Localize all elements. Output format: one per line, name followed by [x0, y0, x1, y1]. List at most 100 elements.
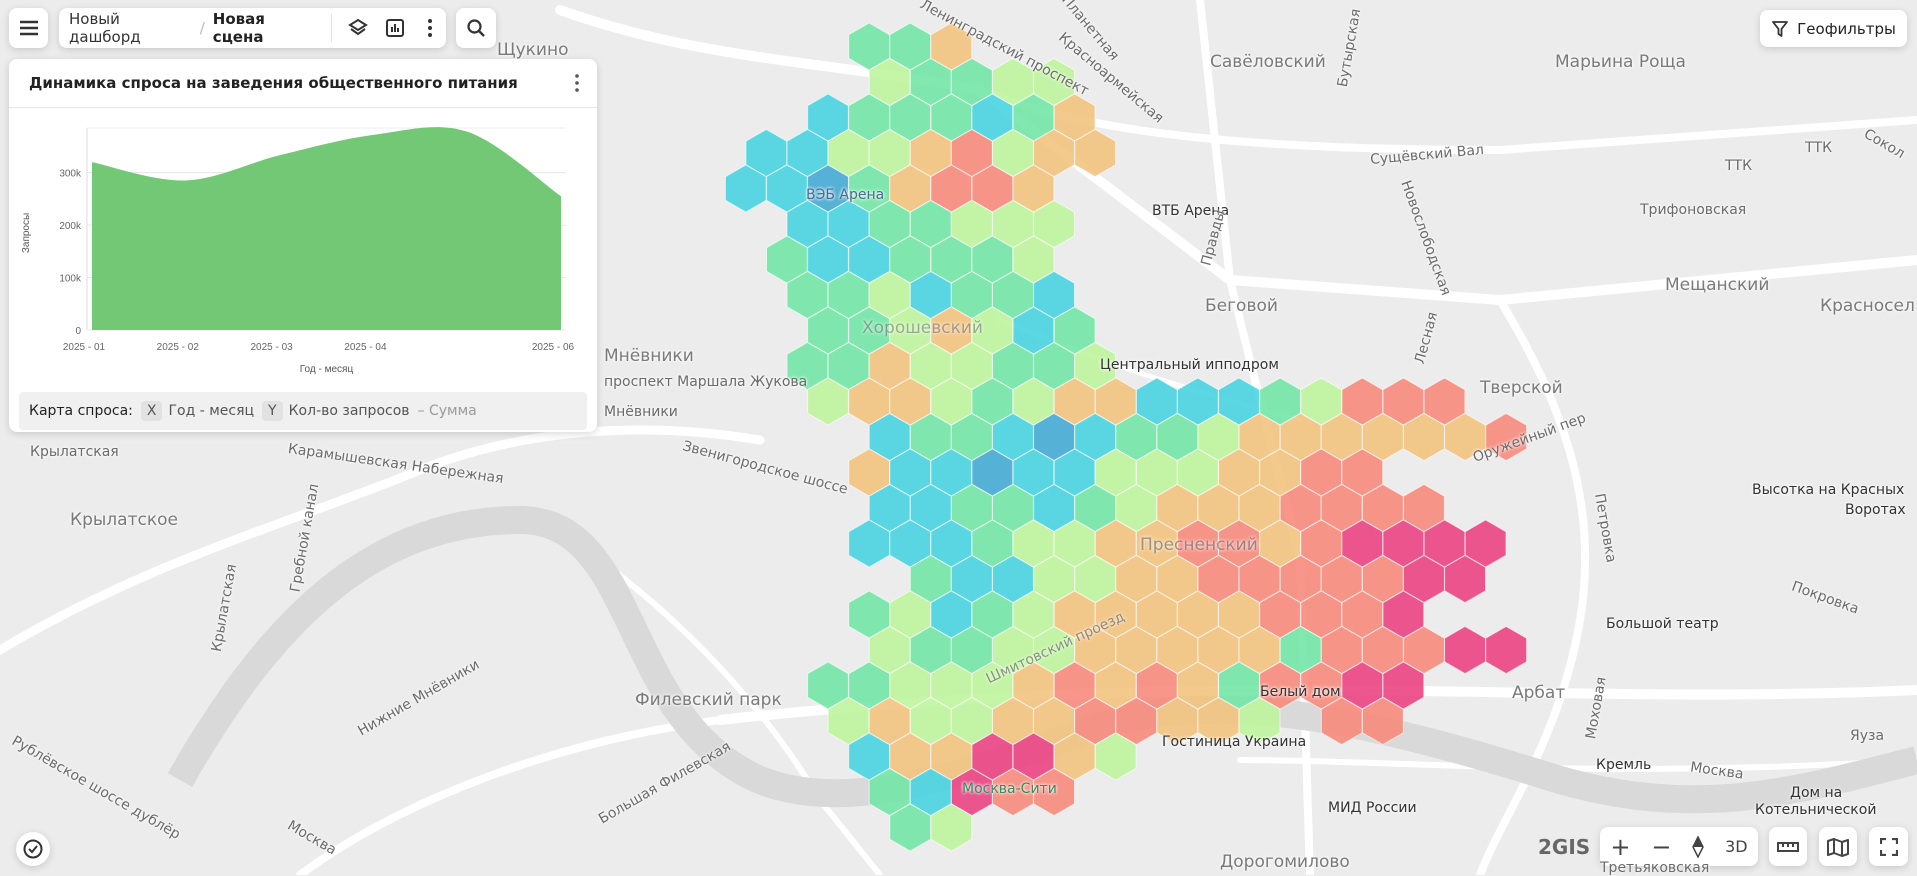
panel-title: Динамика спроса на заведения общественно… [29, 74, 518, 92]
x-tick-label: 2025 - 03 [250, 342, 293, 353]
area-series[interactable] [92, 127, 561, 330]
map-label: Белый дом [1260, 684, 1341, 700]
map-label: ТТК [1725, 158, 1753, 174]
y-tick-label: 100k [59, 274, 82, 285]
demand-hex[interactable] [1074, 128, 1117, 178]
compass-icon [1692, 835, 1705, 858]
x-axis-chip: X [140, 401, 163, 421]
x-axis-label: Год - месяц [300, 364, 354, 375]
y-axis-label: Запросы [21, 213, 32, 253]
area-chart: 0 100k 200k 300k 2025 - 01 2025 - 02 2025 - 03… [21, 127, 575, 375]
map-label: Гостиница Украина [1162, 734, 1307, 750]
geofilters-button[interactable]: Геофильтры [1760, 10, 1907, 47]
demand-hex[interactable] [1033, 767, 1075, 817]
demand-hex[interactable] [1361, 696, 1404, 746]
zoom-out-button[interactable]: − [1651, 832, 1672, 861]
compass-button[interactable] [1692, 835, 1705, 858]
y-axis-chip: Y [262, 401, 283, 421]
divider [330, 14, 332, 42]
y-axis-field: Кол-во запросов [288, 403, 410, 419]
breadcrumb-separator: / [199, 19, 205, 37]
map-label: Москва-Сити [962, 781, 1057, 797]
layers-button[interactable] [340, 10, 377, 46]
map-label: Филевский парк [635, 690, 782, 710]
demand-hex[interactable] [1485, 412, 1528, 462]
map-label: Мещанский [1665, 275, 1770, 295]
map-label: Тверской [1480, 378, 1563, 398]
map-label: Крылатская [30, 444, 119, 460]
map-label: ТТК [1805, 140, 1833, 156]
demand-hex[interactable] [1444, 554, 1486, 604]
more-vertical-icon [427, 19, 432, 37]
map-label: Центральный ипподром [1100, 357, 1279, 373]
x-tick-label: 2025 - 04 [344, 342, 387, 353]
layer-label: Карта спроса: [29, 403, 133, 419]
map-label: Котельнической [1755, 802, 1877, 818]
search-icon [467, 19, 485, 37]
demand-hex-layer[interactable] [724, 22, 1528, 852]
search-button[interactable] [456, 8, 496, 48]
y-tick-label: 0 [75, 326, 81, 337]
3d-toggle-button[interactable]: 3D [1725, 837, 1748, 856]
map-label: Кремль [1596, 757, 1652, 773]
y-tick-label: 200k [59, 221, 82, 232]
demand-hex[interactable] [1485, 625, 1528, 675]
x-tick-label: 2025 - 06 [532, 342, 575, 353]
y-tick-label: 300k [59, 169, 82, 180]
2gis-logo: 2GIS [1538, 835, 1591, 859]
filter-icon [1772, 20, 1789, 37]
fullscreen-button[interactable] [1869, 827, 1908, 866]
geofilters-label: Геофильтры [1797, 19, 1896, 38]
map-label: ВЭБ Арена [806, 187, 885, 203]
fullscreen-icon [1879, 837, 1898, 856]
demand-hex[interactable] [1094, 732, 1137, 781]
map-label: Хорошевский [862, 318, 983, 338]
divider [9, 107, 597, 108]
map-label: Щукино [497, 40, 569, 60]
breadcrumb: Новый дашборд / Новая сцена [59, 8, 446, 48]
map-label: Арбат [1512, 683, 1566, 703]
demand-hex[interactable] [1238, 696, 1281, 746]
map-style-button[interactable] [1819, 827, 1857, 866]
map-label: Третьяковская [1600, 860, 1710, 876]
menu-button[interactable] [9, 8, 48, 48]
panel-menu-button[interactable] [567, 70, 587, 96]
map-label: Большой театр [1606, 616, 1719, 632]
demand-hex[interactable] [1444, 625, 1486, 675]
map-label: Воротах [1845, 502, 1906, 518]
map-icon [1827, 837, 1849, 857]
map-label: Яуза [1850, 728, 1885, 744]
demand-hex[interactable] [930, 803, 973, 852]
chart-icon [385, 19, 404, 37]
map-label: Дорогомилово [1220, 852, 1350, 872]
ruler-button[interactable] [1769, 827, 1807, 866]
chart-footer: Карта спроса: X Год - месяц Y Кол-во зап… [19, 392, 587, 430]
breadcrumb-scene[interactable]: Новая сцена [212, 10, 265, 46]
x-tick-label: 2025 - 02 [157, 342, 200, 353]
charts-button[interactable] [377, 10, 414, 46]
map-label: Крылатское [70, 510, 178, 530]
history-button[interactable] [16, 832, 50, 866]
map-label: проспект Маршала Жукова [604, 374, 808, 390]
map-label: Трифоновская [1640, 202, 1747, 218]
breadcrumb-dashboard[interactable]: Новый дашборд [69, 10, 141, 46]
clock-check-icon [23, 839, 43, 859]
map-label: Высотка на Красных [1752, 482, 1905, 498]
map-label: ВТБ Арена [1152, 203, 1230, 219]
menu-icon [19, 20, 38, 36]
more-button[interactable] [413, 10, 446, 46]
map-label: Марьина Роща [1555, 52, 1686, 72]
x-axis-field: Год - месяц [168, 403, 255, 419]
map-label: Красносел [1820, 296, 1915, 316]
ruler-icon [1777, 841, 1799, 852]
map-zoom-controls: + − 3D [1600, 827, 1758, 866]
more-vertical-icon [575, 74, 579, 92]
zoom-in-button[interactable]: + [1610, 832, 1631, 861]
map-label: Савёловский [1210, 52, 1326, 72]
map-label: Пресненский [1140, 535, 1258, 555]
x-tick-label: 2025 - 01 [63, 342, 106, 353]
map-label: Мнёвники [604, 346, 694, 366]
map-label: МИД России [1328, 800, 1417, 816]
aggregation-label: – Сумма [417, 403, 477, 419]
